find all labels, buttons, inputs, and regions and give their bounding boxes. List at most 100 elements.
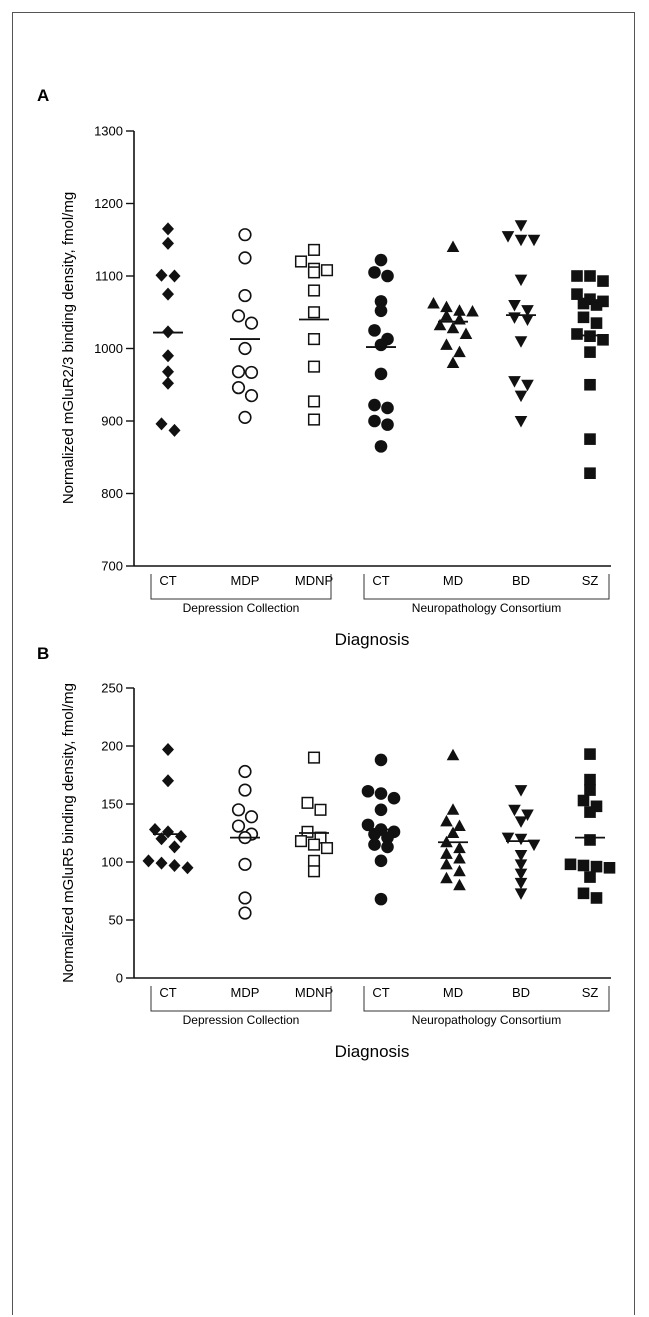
data-point — [577, 297, 590, 310]
data-point — [361, 818, 375, 832]
data-point — [374, 295, 388, 308]
data-point — [238, 764, 252, 779]
data-point — [168, 840, 181, 854]
y-axis-label: Normalized mGluR2/3 binding density, fmo… — [60, 192, 77, 504]
data-point — [314, 803, 327, 816]
data-point — [374, 440, 388, 453]
y-tick-label: 1300 — [94, 124, 123, 139]
data-point — [514, 220, 528, 232]
data-point — [440, 300, 453, 313]
data-point — [368, 827, 381, 841]
data-point — [577, 887, 590, 900]
data-point — [514, 850, 528, 862]
data-point — [514, 888, 528, 900]
data-point — [168, 423, 181, 437]
data-point — [238, 783, 252, 797]
x-category-label: CT — [159, 985, 176, 1000]
y-tick-label: 200 — [101, 739, 123, 754]
data-point — [238, 857, 252, 871]
data-point — [162, 222, 174, 236]
data-point — [155, 832, 168, 846]
data-point — [307, 838, 321, 851]
data-point — [238, 288, 252, 303]
data-point — [162, 825, 174, 839]
data-point — [514, 785, 528, 797]
data-point — [584, 270, 596, 282]
data-point — [149, 823, 161, 837]
data-point — [597, 275, 609, 287]
y-tick-label: 0 — [116, 971, 123, 986]
data-point — [307, 751, 321, 764]
data-point — [508, 804, 521, 817]
data-point — [307, 395, 321, 408]
x-category-label: MDNP — [295, 573, 333, 588]
data-point — [584, 346, 596, 358]
data-point — [584, 467, 596, 479]
data-point — [603, 862, 616, 874]
data-point — [527, 234, 541, 247]
y-tick-label: 1100 — [95, 269, 123, 284]
data-point — [446, 803, 460, 815]
panel-label-a: A — [37, 86, 49, 105]
data-point — [521, 305, 534, 317]
figure-frame: A 700 800 900 1000 1100 1200 1300 Normalized mGl… — [12, 12, 635, 1315]
data-point — [307, 413, 321, 426]
data-point — [374, 892, 388, 906]
data-point — [307, 243, 321, 256]
data-point — [508, 312, 521, 324]
y-tick-label: 1200 — [94, 196, 123, 211]
data-point — [231, 803, 246, 817]
data-point — [453, 345, 466, 358]
y-tick-label: 100 — [101, 855, 123, 870]
data-point — [514, 816, 528, 828]
data-point — [446, 826, 460, 838]
data-point — [427, 297, 440, 309]
data-point — [238, 341, 252, 356]
data-point — [440, 857, 453, 870]
data-point — [320, 264, 334, 277]
data-point — [590, 860, 603, 873]
data-point — [584, 293, 596, 305]
data-point — [162, 236, 174, 250]
data-point — [238, 906, 252, 920]
data-point — [155, 417, 168, 431]
x-category-label: CT — [372, 985, 389, 1000]
data-point — [374, 304, 388, 318]
data-point — [168, 269, 181, 283]
data-point — [459, 327, 473, 339]
data-point — [584, 773, 596, 786]
group-bracket — [363, 986, 610, 1012]
data-point — [162, 774, 174, 788]
data-point — [374, 787, 388, 800]
data-point — [521, 379, 534, 392]
x-category-label: CT — [372, 573, 389, 588]
data-point — [584, 806, 596, 818]
data-point — [374, 854, 388, 868]
x-axis-label: Diagnosis — [335, 630, 410, 649]
data-point — [244, 389, 259, 403]
data-point — [294, 835, 308, 848]
data-point — [368, 324, 381, 337]
data-point — [387, 791, 401, 805]
group-label: Depression Collection — [183, 1013, 300, 1027]
x-axis-label: Diagnosis — [335, 1042, 410, 1061]
data-point — [571, 270, 583, 282]
data-point — [564, 858, 577, 871]
data-point — [368, 838, 381, 851]
x-category-label: MDNP — [295, 985, 333, 1000]
data-point — [238, 891, 252, 905]
group-label: Neuropathology Consortium — [412, 601, 561, 615]
data-point — [433, 318, 447, 331]
group-bracket — [150, 574, 332, 600]
y-tick-label: 900 — [101, 414, 123, 429]
y-axis-label: Normalized mGluR5 binding density, fmol/… — [60, 683, 77, 983]
data-point — [368, 266, 381, 279]
x-category-label: SZ — [582, 985, 599, 1000]
data-point — [181, 861, 194, 875]
y-tick-label: 150 — [101, 797, 123, 812]
data-point — [597, 295, 609, 308]
data-point — [446, 356, 460, 368]
data-point — [514, 859, 528, 871]
data-point — [446, 240, 460, 252]
data-point — [514, 877, 528, 890]
